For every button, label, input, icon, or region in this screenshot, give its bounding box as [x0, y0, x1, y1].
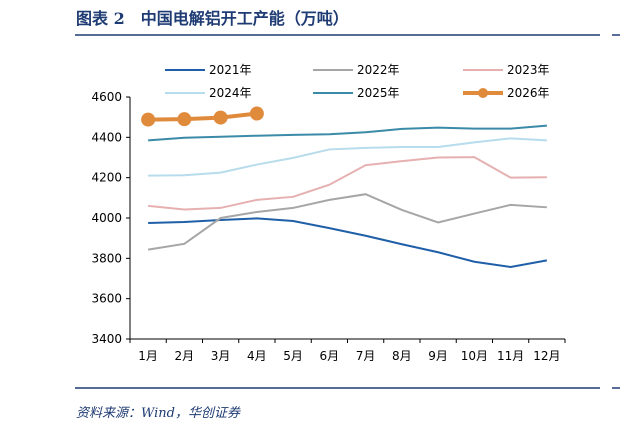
y-tick-label: 4600	[91, 90, 122, 104]
y-tick-label: 3600	[91, 292, 122, 306]
legend-marker	[478, 88, 488, 98]
point	[177, 112, 192, 127]
point	[249, 106, 264, 121]
x-tick-label: 7月	[356, 349, 376, 363]
x-tick-label: 11月	[497, 349, 524, 363]
legend-label: 2022年	[357, 63, 400, 77]
y-tick-label: 4200	[91, 171, 122, 185]
y-tick-label: 3800	[91, 251, 122, 265]
legend-label: 2023年	[507, 63, 550, 77]
x-tick-label: 8月	[392, 349, 412, 363]
legend-label: 2025年	[357, 86, 400, 100]
x-tick-label: 4月	[247, 349, 267, 363]
point	[213, 110, 228, 125]
point	[141, 112, 156, 127]
legend-label: 2021年	[209, 63, 252, 77]
legend-label: 2024年	[209, 86, 252, 100]
y-tick-label: 4000	[91, 211, 122, 225]
series-line	[148, 137, 547, 177]
series-line	[148, 111, 258, 122]
series-line	[148, 217, 548, 269]
series-line	[147, 193, 547, 251]
x-tick-label: 10月	[461, 349, 488, 363]
x-tick-label: 9月	[428, 349, 448, 363]
x-tick-label: 12月	[533, 349, 560, 363]
y-tick-label: 3400	[91, 332, 122, 346]
series-line	[148, 124, 547, 142]
chart-title: 图表 2 中国电解铝开工产能（万吨）	[76, 9, 349, 28]
source: 资料来源：Wind，华创证券	[76, 406, 241, 421]
series-line	[148, 156, 547, 211]
x-tick-label: 6月	[320, 349, 340, 363]
legend-label: 2026年	[507, 86, 550, 100]
x-tick-label: 3月	[211, 349, 231, 363]
y-tick-label: 4400	[91, 130, 122, 144]
x-tick-label: 5月	[283, 349, 303, 363]
x-tick-label: 1月	[138, 349, 158, 363]
x-tick-label: 2月	[175, 349, 195, 363]
